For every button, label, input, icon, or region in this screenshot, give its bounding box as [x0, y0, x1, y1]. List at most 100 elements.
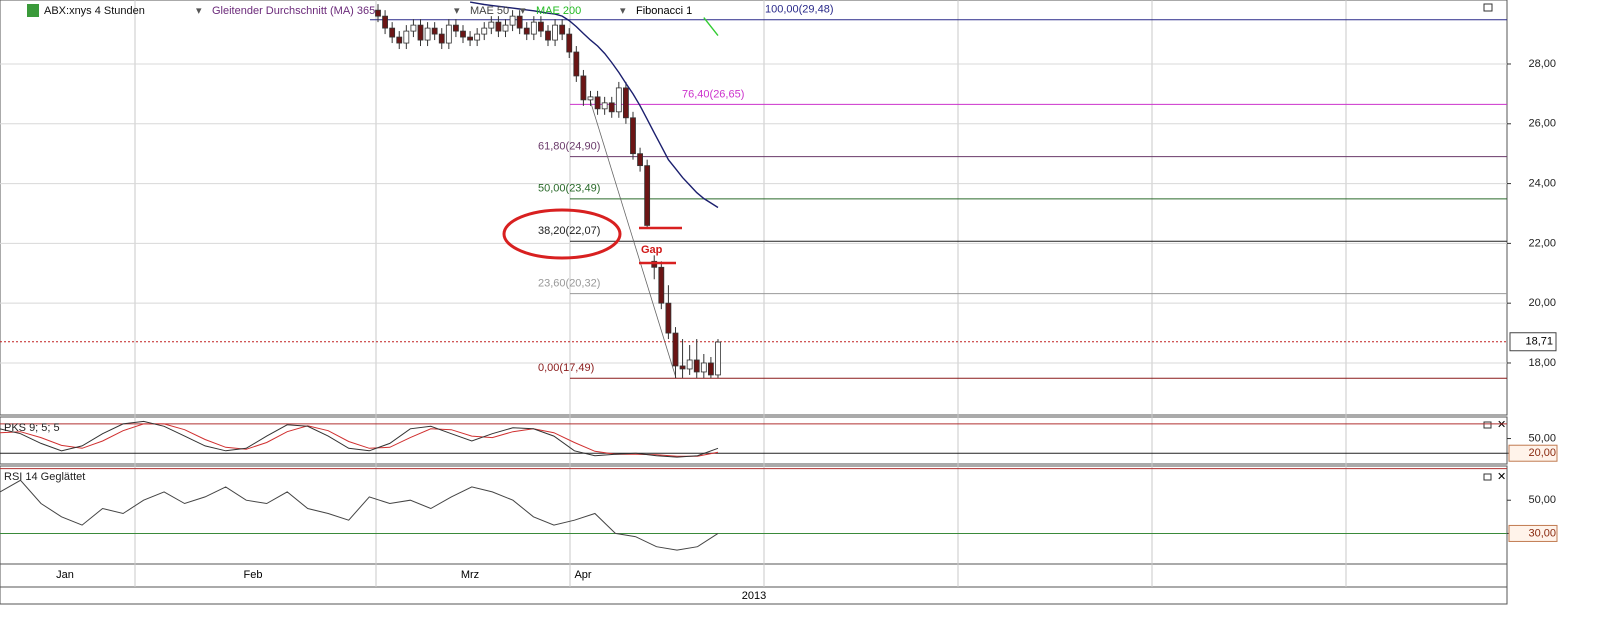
- candle-body: [679, 365, 686, 370]
- legend-entry: Fibonacci 1: [636, 5, 692, 17]
- candle-body: [615, 87, 622, 113]
- candle-body: [495, 21, 502, 32]
- candle-body: [460, 30, 466, 38]
- fib-label: 100,00(29,48): [765, 4, 834, 16]
- candle-body: [700, 362, 707, 373]
- candle-body: [573, 51, 580, 77]
- y-tick-label: 20,00: [1528, 297, 1556, 309]
- candle-body: [623, 87, 629, 119]
- fib-label: 38,20(22,07): [538, 225, 600, 237]
- y-tick-label: 26,00: [1528, 118, 1556, 130]
- candle-body: [474, 33, 481, 41]
- candle-body: [672, 332, 679, 367]
- candle-body: [658, 266, 665, 304]
- candle-body: [438, 33, 445, 44]
- x-tick-label: Mrz: [461, 569, 479, 581]
- candle-body: [552, 24, 558, 41]
- maximize-button[interactable]: [1483, 421, 1492, 429]
- candle-body: [630, 117, 636, 155]
- annotation: Gap: [641, 244, 663, 256]
- legend-arrow: ▾: [454, 5, 460, 17]
- highlight-ellipse: [502, 208, 622, 260]
- y-tick-label: 50,00: [1528, 494, 1556, 506]
- x-year-label: 2013: [742, 590, 766, 602]
- candle-body: [431, 27, 438, 35]
- candle-body: [545, 30, 551, 41]
- legend-entry: MAE 50: [470, 5, 509, 17]
- candle-body: [559, 24, 566, 35]
- candle-body: [382, 15, 388, 29]
- legend-arrow: ▾: [196, 5, 202, 17]
- candle-body: [708, 362, 714, 376]
- pks-d-line: [0, 423, 719, 457]
- close-button[interactable]: ✕: [1497, 471, 1506, 483]
- candle-body: [389, 27, 396, 38]
- chart-title: ABX:xnys 4 Stunden: [44, 5, 145, 17]
- close-button[interactable]: ✕: [1497, 419, 1506, 431]
- x-tick-label: Feb: [244, 569, 263, 581]
- candle-body: [424, 27, 431, 41]
- y-tick-label: 18,00: [1528, 357, 1556, 369]
- last-price-box: [1509, 332, 1557, 352]
- maximize-button[interactable]: [1483, 473, 1492, 481]
- fib-label: 0,00(17,49): [538, 362, 594, 374]
- candle-body: [644, 165, 651, 226]
- candle-body: [538, 21, 544, 32]
- candle-body: [601, 102, 608, 110]
- trend-line: [589, 99, 677, 379]
- rsi-line: [0, 479, 719, 551]
- pks-panel: [0, 416, 1508, 465]
- candle-body: [608, 102, 615, 113]
- candle-body: [516, 15, 523, 29]
- candle-body: [580, 75, 587, 101]
- chart-layer: 18,00 20,00 22,00 24,00 26,00 28,00 100,00(29,…: [0, 0, 1558, 602]
- fib-label: 61,80(24,90): [538, 141, 600, 153]
- legend-arrow: ▾: [620, 5, 626, 17]
- candle-body: [467, 36, 473, 41]
- level-box: [1508, 524, 1558, 542]
- candle-body: [445, 24, 452, 44]
- candle-body: [587, 96, 594, 101]
- candle-body: [566, 33, 573, 53]
- maximize-button[interactable]: [1483, 3, 1493, 12]
- candle-body: [651, 260, 658, 268]
- candle-body: [488, 21, 495, 29]
- x-tick-label: Apr: [574, 569, 591, 581]
- symbol-icon: [27, 4, 39, 17]
- panel-title: PKS 9; 5; 5: [4, 422, 60, 434]
- fib-label: 50,00(23,49): [538, 183, 600, 195]
- fib-label: 23,60(20,32): [538, 278, 600, 290]
- candle-body: [502, 24, 509, 32]
- ma-line: [703, 17, 719, 37]
- candle-body: [375, 9, 381, 17]
- y-tick-label: 24,00: [1528, 177, 1556, 189]
- ma-line: [469, 1, 719, 209]
- candle-body: [396, 36, 403, 44]
- y-tick-label: 28,00: [1528, 58, 1556, 70]
- y-tick-label: 50,00: [1528, 432, 1556, 444]
- y-tick-label: 22,00: [1528, 237, 1556, 249]
- panel-title: RSI 14 Geglättet: [4, 471, 85, 483]
- y-tick-label: 20,00: [1528, 447, 1556, 459]
- price-panel: [0, 0, 1508, 416]
- last-price-label: 18,71: [1525, 336, 1553, 348]
- candle-body: [453, 24, 459, 32]
- time-axis: [0, 563, 1508, 605]
- y-tick-label: 30,00: [1528, 527, 1556, 539]
- candle-body: [417, 24, 424, 41]
- candle-body: [481, 27, 488, 35]
- candle-body: [410, 24, 417, 32]
- candle-body: [509, 15, 516, 26]
- candle-body: [403, 30, 410, 44]
- legend-arrow: ▾: [520, 5, 526, 17]
- candle-body: [523, 27, 530, 35]
- candle-body: [665, 302, 672, 334]
- candle-body: [530, 21, 537, 35]
- candle-body: [594, 96, 601, 110]
- fib-label: 76,40(26,65): [682, 88, 744, 100]
- x-tick-label: Jan: [56, 569, 74, 581]
- legend-entry: Gleitender Durchschnitt (MA) 365: [212, 5, 375, 17]
